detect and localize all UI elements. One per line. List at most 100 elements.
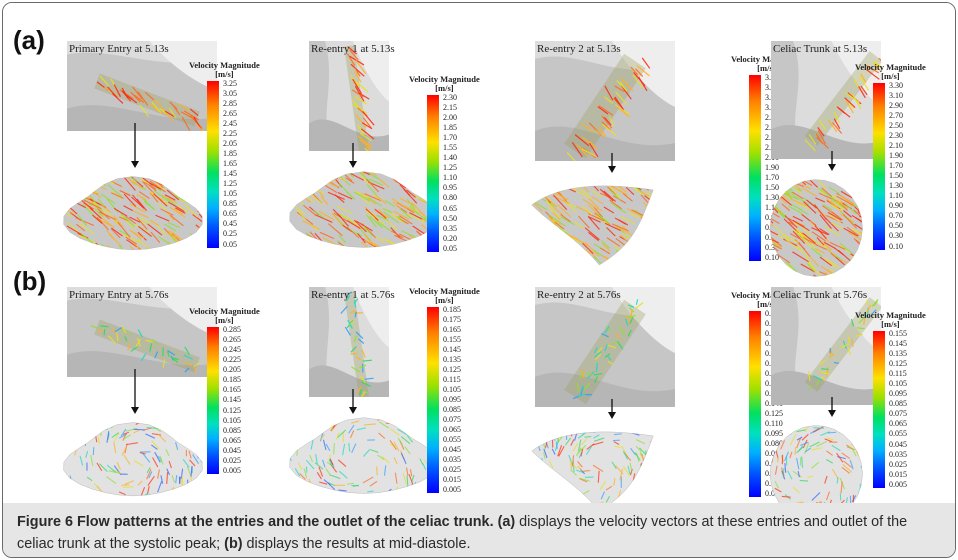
colorbar-tick-label: 0.125: [223, 405, 241, 415]
colorbar-tick-label: 0.025: [443, 465, 461, 474]
legend-title-text: Velocity Magnitude: [189, 306, 260, 316]
colorbar-tick-label: 1.50: [889, 171, 903, 181]
colorbar-tick-label: 0.45: [223, 219, 237, 229]
legend-unit-text: [m/s]: [215, 315, 234, 325]
panel-title-a3: Re-entry 2 at 5.13s: [537, 43, 621, 55]
colorbar-tick-label: 0.015: [443, 475, 461, 484]
down-arrow-icon-a2: [349, 143, 357, 168]
caption-label-b: (b): [224, 536, 243, 552]
colorbar-tick-label: 2.10: [889, 141, 903, 151]
down-arrow-icon-b4: [827, 397, 836, 417]
colorbar-tick-label: 0.025: [889, 459, 907, 469]
colorbar-tick-label: 0.055: [443, 435, 461, 444]
colorbar-tick-label: 0.30: [765, 243, 779, 252]
panel-title-b2: Re-entry 1 at 5.76s: [311, 289, 395, 301]
colorbar-tick-label: 1.05: [223, 189, 237, 199]
colorbar-tick-label: 1.90: [889, 151, 903, 161]
colorbar-tick-label: 0.135: [443, 355, 461, 364]
colorbar-tick-label: 1.10: [443, 173, 457, 183]
vessel-view-a2: [309, 41, 389, 151]
legend-unit-text: [m/s]: [757, 63, 776, 73]
colorbar-tick-label: 3.30: [889, 81, 903, 90]
colorbar-tick-label: 0.045: [443, 445, 461, 454]
colorbar-ticks-b1: 0.285 0.265 0.245 0.225 0.205 0.185 0.165 0.145…: [223, 326, 241, 475]
colorbar-tick-label: 2.65: [223, 109, 237, 119]
colorbar-tick-label: 0.110: [765, 419, 783, 428]
colorbar-tick-label: 0.085: [443, 405, 461, 414]
legend-title-text: Velocity Magnitude: [855, 310, 926, 320]
colorbar-tick-label: 1.70: [889, 161, 903, 171]
vessel-view-b2: [309, 287, 389, 397]
cross-section-b3: [531, 431, 654, 512]
colorbar-tick-label: 0.005: [223, 465, 241, 475]
legend-title-a4: Velocity Magnitude [m/s]: [855, 63, 926, 81]
vessel-view-a4: [771, 41, 881, 159]
down-arrow-icon-b1: [130, 369, 139, 414]
legend-unit-text: [m/s]: [215, 69, 234, 79]
colorbar-tick-label: 0.075: [889, 409, 907, 419]
vessel-view-b1: [67, 287, 217, 377]
colorbar-ticks-b2: 0.185 0.175 0.165 0.155 0.145 0.135 0.125 0.115…: [443, 306, 461, 494]
colorbar-tick-label: 1.10: [889, 191, 903, 201]
colorbar-tick-label: 0.05: [443, 243, 457, 253]
colorbar-tick-label: 0.25: [223, 229, 237, 239]
colorbar-tick-label: 0.015: [889, 469, 907, 479]
legend-title-a2: Velocity Magnitude [m/s]: [409, 75, 480, 93]
colorbar-tick-label: 0.285: [223, 325, 241, 334]
colorbar-tick-label: 2.45: [223, 119, 237, 129]
down-arrow-icon-a1: [130, 123, 139, 168]
colorbar-tick-label: 2.05: [223, 139, 237, 149]
colorbar-tick-label: 0.50: [889, 221, 903, 231]
colorbar-a3: [749, 75, 761, 262]
colorbar-b4: [873, 331, 885, 488]
legend-title-text: Velocity Magnitude: [731, 54, 802, 64]
colorbar-tick-label: 0.125: [765, 409, 783, 418]
colorbar-a2: [427, 95, 439, 252]
legend-title-text: Velocity Magnitude: [409, 286, 480, 296]
vessel-view-a3: [535, 41, 675, 161]
cross-section-a1: [63, 176, 203, 251]
colorbar-tick-label: 3.05: [223, 89, 237, 99]
legend-title-b2: Velocity Magnitude [m/s]: [409, 287, 480, 305]
colorbar-b1: [207, 327, 219, 474]
colorbar-tick-label: 0.145: [443, 345, 461, 354]
colorbar-ticks-b4: 0.155 0.145 0.135 0.125 0.115 0.105 0.095 0.085…: [889, 330, 907, 489]
legend-unit-text: [m/s]: [881, 71, 900, 81]
panel-title-a1: Primary Entry at 5.13s: [69, 43, 169, 55]
colorbar-a4: [873, 83, 885, 250]
colorbar-b3: [749, 311, 761, 498]
colorbar-tick-label: 0.35: [443, 223, 457, 233]
colorbar-tick-label: 0.245: [223, 345, 241, 355]
vessel-view-b3: [535, 287, 675, 407]
cross-section-b2: [289, 417, 439, 494]
colorbar-tick-label: 0.135: [889, 349, 907, 359]
colorbar-tick-label: 0.065: [889, 419, 907, 429]
cross-section-a4: [769, 179, 863, 277]
down-arrow-icon-a4: [827, 151, 836, 171]
panel-title-a2: Re-entry 1 at 5.13s: [311, 43, 395, 55]
colorbar-tick-label: 0.185: [223, 375, 241, 385]
colorbar-tick-label: 2.30: [443, 93, 457, 102]
colorbar-tick-label: 0.10: [765, 253, 779, 262]
colorbar-tick-label: 0.125: [889, 359, 907, 369]
panel-title-b3: Re-entry 2 at 5.76s: [537, 289, 621, 301]
figure-panels: (a) (b) Primary Entry at 5.13s Velocity Mag…: [3, 3, 955, 523]
colorbar-tick-label: 1.85: [443, 123, 457, 133]
caption-label-a: (a): [497, 514, 516, 530]
colorbar-tick-label: 0.065: [443, 425, 461, 434]
vessel-view-a1: [67, 41, 217, 131]
colorbar-tick-label: 3.10: [889, 91, 903, 101]
colorbar-tick-label: 0.165: [443, 325, 461, 334]
colorbar-tick-label: 1.45: [223, 169, 237, 179]
colorbar-tick-label: 2.25: [223, 129, 237, 139]
cross-section-a3: [531, 185, 654, 266]
vessel-view-b4: [771, 287, 881, 405]
colorbar-b2: [427, 307, 439, 494]
colorbar-tick-label: 0.005: [889, 479, 907, 489]
colorbar-tick-label: 0.095: [765, 429, 783, 438]
colorbar-tick-label: 0.080: [765, 439, 783, 448]
colorbar-ticks-a1: 3.25 3.05 2.85 2.65 2.45 2.25 2.05 1.85 1.65 1.45…: [223, 80, 237, 249]
colorbar-tick-label: 0.225: [223, 355, 241, 365]
legend-title-a3: Velocity Magnitude [m/s]: [731, 55, 802, 73]
colorbar-tick-label: 0.85: [223, 199, 237, 209]
